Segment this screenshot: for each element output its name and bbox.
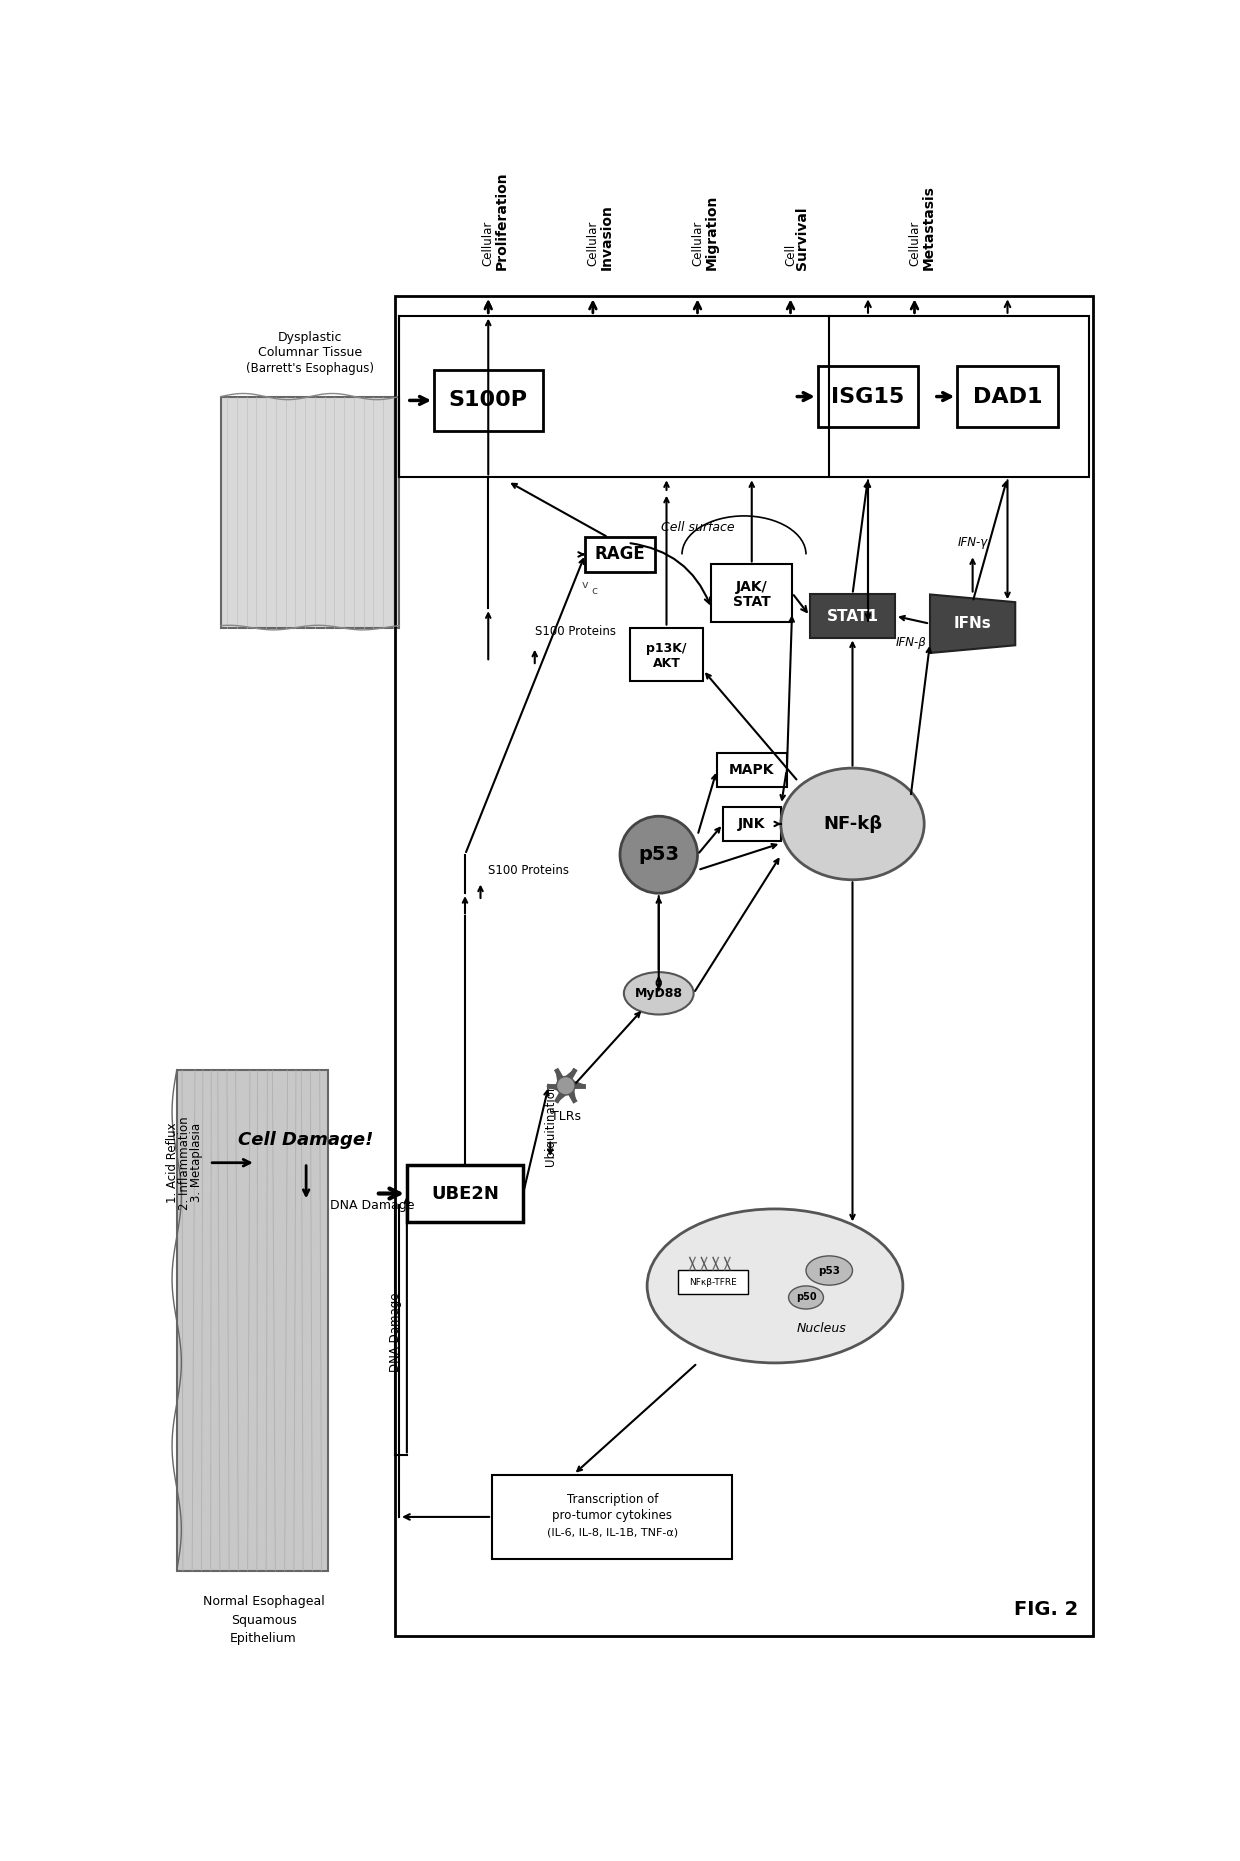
Text: Survival: Survival: [795, 207, 810, 270]
Text: Migration: Migration: [704, 194, 718, 270]
Ellipse shape: [781, 769, 924, 880]
Bar: [957, 367, 1058, 428]
Bar: [221, 396, 399, 627]
Bar: [434, 370, 543, 432]
Bar: [723, 806, 781, 841]
Bar: [407, 1165, 523, 1223]
Bar: [176, 1070, 327, 1571]
Text: JAK/: JAK/: [735, 581, 768, 594]
Ellipse shape: [789, 1286, 823, 1308]
Text: Cellular: Cellular: [691, 220, 704, 266]
Text: 3. Metaplasia: 3. Metaplasia: [191, 1124, 203, 1202]
Bar: [630, 627, 703, 681]
Text: DAD1: DAD1: [972, 387, 1043, 406]
Text: Cellular: Cellular: [587, 220, 599, 266]
Text: Ubiquitination: Ubiquitination: [544, 1083, 557, 1165]
Text: DNA Damage: DNA Damage: [330, 1198, 414, 1212]
Text: p50: p50: [796, 1293, 816, 1303]
Ellipse shape: [620, 817, 697, 893]
Text: 1. Acid Reflux: 1. Acid Reflux: [166, 1122, 179, 1202]
Text: RAGE: RAGE: [595, 545, 645, 564]
Text: pro-tumor cytokines: pro-tumor cytokines: [552, 1509, 672, 1522]
Text: AKT: AKT: [652, 657, 681, 670]
Text: Cellular: Cellular: [908, 220, 921, 266]
Bar: [810, 594, 895, 638]
Text: Cellular: Cellular: [482, 220, 495, 266]
Bar: [399, 316, 1089, 478]
Bar: [585, 538, 655, 571]
Text: Metastasis: Metastasis: [921, 184, 935, 270]
Text: Transcription of: Transcription of: [567, 1494, 658, 1507]
Bar: [711, 564, 792, 622]
Text: Squamous: Squamous: [231, 1613, 296, 1627]
Text: IFN-β: IFN-β: [895, 636, 926, 649]
Text: IFN-γ: IFN-γ: [957, 536, 988, 549]
Text: c: c: [591, 586, 598, 596]
Text: ISG15: ISG15: [831, 387, 905, 406]
Ellipse shape: [806, 1256, 853, 1286]
Bar: [492, 1474, 733, 1560]
Text: Normal Esophageal: Normal Esophageal: [202, 1595, 325, 1608]
Text: S100 Proteins: S100 Proteins: [489, 864, 569, 877]
Text: v: v: [582, 581, 589, 590]
Text: Columnar Tissue: Columnar Tissue: [258, 346, 362, 359]
Text: (Barrett's Esophagus): (Barrett's Esophagus): [246, 361, 374, 374]
Text: DNA Damage: DNA Damage: [389, 1292, 402, 1372]
Text: p53: p53: [639, 845, 680, 864]
Circle shape: [557, 1076, 575, 1094]
Text: Cell Damage!: Cell Damage!: [238, 1131, 373, 1148]
Text: UBE2N: UBE2N: [432, 1184, 498, 1202]
Ellipse shape: [647, 1210, 903, 1362]
Text: JNK: JNK: [738, 817, 765, 830]
Text: STAT1: STAT1: [827, 609, 878, 623]
Bar: [678, 1269, 748, 1295]
Text: Epithelium: Epithelium: [231, 1632, 296, 1645]
Text: IFNs: IFNs: [954, 616, 992, 631]
Text: STAT: STAT: [733, 596, 770, 609]
Polygon shape: [930, 594, 1016, 653]
Text: S100 Proteins: S100 Proteins: [534, 625, 616, 638]
Bar: [817, 367, 919, 428]
Text: TLRs: TLRs: [551, 1109, 580, 1122]
Text: Cell: Cell: [784, 244, 797, 266]
Text: Proliferation: Proliferation: [495, 171, 510, 270]
Bar: [717, 752, 786, 787]
Ellipse shape: [624, 971, 693, 1014]
Text: Dysplastic: Dysplastic: [278, 331, 342, 344]
Text: (IL-6, IL-8, IL-1B, TNF-α): (IL-6, IL-8, IL-1B, TNF-α): [547, 1528, 678, 1537]
Text: NF-kβ: NF-kβ: [823, 815, 882, 834]
Text: Invasion: Invasion: [600, 203, 614, 270]
Text: p53: p53: [818, 1265, 841, 1275]
Text: p13K/: p13K/: [646, 642, 687, 655]
Text: S100P: S100P: [449, 391, 528, 411]
Text: NFκβ-TFRE: NFκβ-TFRE: [689, 1277, 737, 1286]
Text: FIG. 2: FIG. 2: [1014, 1600, 1079, 1619]
Text: Cell surface: Cell surface: [661, 521, 734, 534]
Text: MAPK: MAPK: [729, 763, 775, 778]
Text: Nucleus: Nucleus: [796, 1321, 847, 1334]
Text: MyD88: MyD88: [635, 986, 683, 999]
Text: 2. Inflammation: 2. Inflammation: [179, 1117, 191, 1210]
Bar: [396, 296, 1092, 1636]
